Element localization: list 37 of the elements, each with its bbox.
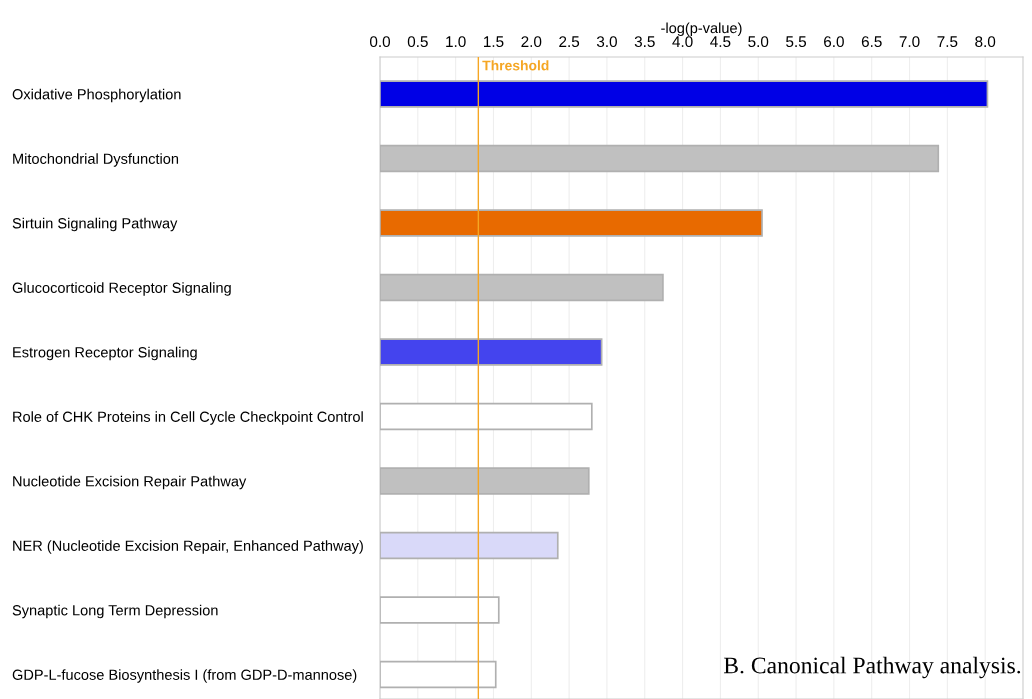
y-tick-label: Glucocorticoid Receptor Signaling <box>12 282 231 296</box>
x-tick-label: 4.5 <box>710 36 731 48</box>
y-tick-label: NER (Nucleotide Excision Repair, Enhanced Pathway) <box>13 540 363 554</box>
bar <box>380 80 989 108</box>
bar <box>380 596 500 624</box>
x-tick-label: 6.0 <box>824 36 844 48</box>
y-tick-label: Oxidative Phosphorylation <box>12 88 181 103</box>
y-tick-label: Mitochondrial Dysfunction <box>13 153 179 167</box>
bar <box>380 531 559 560</box>
bar <box>380 402 593 431</box>
x-axis-title: -log(p-value) <box>661 22 742 37</box>
x-tick-label: 0.0 <box>369 36 391 48</box>
x-tick-label: 7.5 <box>937 36 958 48</box>
bar <box>380 660 497 689</box>
x-tick-label: 6.5 <box>861 36 882 48</box>
y-tick-label: Role of CHK Proteins in Cell Cycle Checkpoint Control <box>13 411 363 425</box>
x-tick-label: 0.5 <box>407 36 428 48</box>
ref-line-label: Threshold <box>482 60 549 71</box>
y-tick-label: Nucleotide Excision Repair Pathway <box>13 475 247 490</box>
x-tick-label: 2.0 <box>521 36 542 48</box>
x-tick-label: 2.5 <box>559 36 580 48</box>
annotation: B. Canonical Pathway analysis. <box>723 656 1021 679</box>
x-tick-label: 8.0 <box>975 36 996 48</box>
y-tick-label: Estrogen Receptor Signaling <box>13 346 197 361</box>
x-tick-label: 3.0 <box>596 36 617 48</box>
bar <box>380 209 763 237</box>
y-tick-label: GDP-L-fucose Biosynthesis I (from GDP-D-mannose) <box>12 669 357 683</box>
bar <box>380 338 603 366</box>
x-tick-label: 1.0 <box>446 36 466 48</box>
y-tick-label: Sirtuin Signaling Pathway <box>12 217 178 232</box>
x-tick-label: 4.0 <box>672 36 693 48</box>
x-tick-label: 1.5 <box>484 36 504 48</box>
y-tick-label: Synaptic Long Term Depression <box>12 604 218 619</box>
x-tick-label: 7.0 <box>899 36 920 48</box>
x-tick-label: 5.0 <box>748 36 769 48</box>
x-tick-label: 3.5 <box>634 36 655 48</box>
x-tick-label: 5.5 <box>786 36 807 48</box>
